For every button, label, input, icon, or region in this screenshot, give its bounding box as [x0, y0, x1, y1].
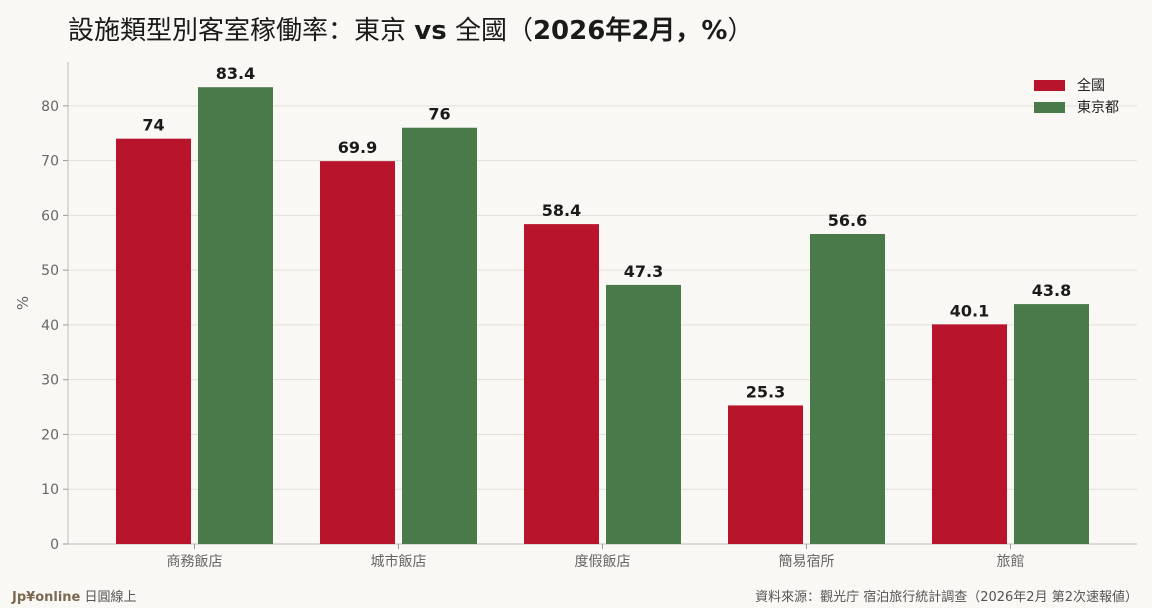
bar-tokyo [1014, 304, 1089, 544]
brand-footer: Jp¥online 日圓線上 [12, 586, 137, 605]
y-tick-label: 70 [41, 154, 59, 170]
data-label: 58.4 [542, 201, 581, 220]
bar-national [728, 405, 803, 544]
title-vs: vs [414, 16, 447, 46]
legend-item-tokyo: 東京都 [1034, 96, 1119, 118]
bar-tokyo [810, 233, 885, 544]
y-tick-label: 80 [41, 99, 59, 115]
chart-legend: 全國 東京都 [1034, 74, 1119, 118]
y-tick-label: 50 [41, 263, 59, 279]
y-tick-label: 20 [41, 427, 59, 443]
legend-swatch-national [1034, 79, 1065, 91]
data-label: 69.9 [338, 138, 377, 157]
data-label: 43.8 [1032, 281, 1071, 300]
y-tick-label: 0 [50, 537, 59, 553]
title-date: 2026年2月，% [532, 16, 728, 46]
data-label: 76 [428, 105, 450, 124]
bar-national [932, 324, 1007, 544]
title-text-1: 設施類型別客室稼働率：東京 [68, 16, 415, 46]
bar-national [116, 138, 191, 544]
data-label: 56.6 [828, 211, 867, 230]
y-tick-label: 30 [41, 373, 59, 389]
bar-national [320, 161, 395, 544]
legend-item-national: 全國 [1034, 74, 1119, 96]
x-tick-label: 商務飯店 [167, 553, 223, 570]
x-tick-label: 旅館 [997, 553, 1025, 570]
y-tick-label: 10 [41, 482, 59, 498]
source-note: 資料來源：觀光庁 宿泊旅行統計調查（2026年2月 第2次速報値） [755, 590, 1138, 605]
brand-name: Jp¥online [12, 590, 81, 605]
data-label: 47.3 [624, 262, 663, 281]
y-axis-label: % [14, 296, 32, 310]
bar-tokyo [606, 284, 681, 544]
chart-title: 設施類型別客室稼働率：東京 vs 全國（2026年2月，%） [68, 10, 754, 47]
y-tick-label: 60 [41, 208, 59, 224]
data-label: 74 [142, 116, 164, 135]
data-label: 25.3 [746, 382, 785, 401]
title-text-2: 全國（ [446, 16, 533, 46]
y-tick-label: 40 [41, 318, 59, 334]
brand-subtitle: 日圓線上 [80, 590, 137, 605]
bar-national [524, 224, 599, 545]
legend-label-national: 全國 [1077, 78, 1105, 94]
x-tick-label: 度假飯店 [575, 553, 631, 570]
x-tick-label: 城市飯店 [371, 553, 427, 570]
legend-label-tokyo: 東京都 [1077, 100, 1119, 116]
title-text-3: ） [727, 16, 754, 46]
bar-tokyo [402, 127, 477, 545]
data-label: 40.1 [950, 301, 989, 320]
x-tick-label: 簡易宿所 [779, 553, 835, 570]
bar-tokyo [198, 87, 273, 544]
legend-swatch-tokyo [1034, 101, 1065, 113]
data-label: 83.4 [216, 64, 255, 83]
